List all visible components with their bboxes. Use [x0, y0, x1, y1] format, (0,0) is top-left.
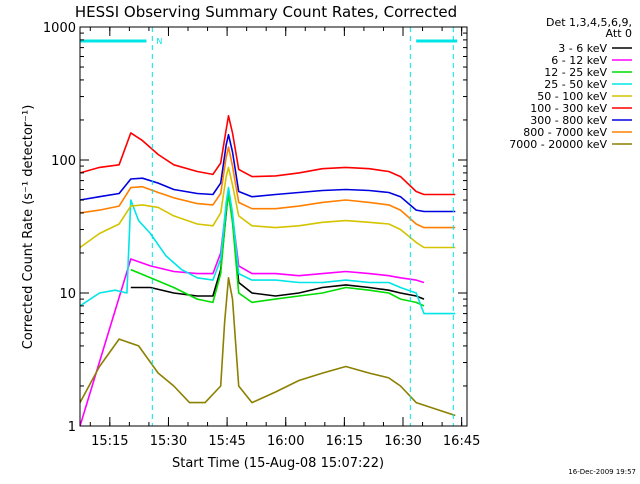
marker-label: N — [156, 37, 162, 46]
x-tick-label: 15:30 — [150, 434, 187, 449]
plot-frame — [79, 26, 468, 427]
y-axis: 1 10 100 1000 — [43, 21, 467, 435]
series-line-1 — [80, 190, 425, 426]
x-tick-label: 15:45 — [208, 434, 245, 449]
legend-header: Det 1,3,4,5,6,9, — [546, 16, 632, 29]
series-line-2 — [130, 193, 425, 307]
y-axis-label: Corrected Count Rate (s⁻¹ detector⁻¹) — [21, 105, 36, 350]
x-tick-label: 16:45 — [443, 434, 480, 449]
x-tick-label: 16:00 — [267, 434, 304, 449]
footer-date: 16-Dec-2009 19:57 — [568, 468, 636, 476]
series-line-6 — [80, 133, 456, 213]
annotation-layer: N — [80, 27, 458, 426]
legend-label: 300 - 800 keV — [530, 114, 607, 127]
x-axis-label: Start Time (15-Aug-08 15:07:22) — [172, 456, 384, 471]
x-tick-label: 15:15 — [91, 434, 128, 449]
x-tick-label: 16:15 — [326, 434, 363, 449]
x-axis: 15:15 15:30 15:45 16:00 16:15 16:30 16:45 — [89, 27, 480, 449]
series-line-8 — [80, 276, 456, 417]
legend-label: 3 - 6 keV — [558, 42, 607, 55]
legend-label: 12 - 25 keV — [544, 66, 607, 79]
series-line-4 — [80, 166, 456, 249]
series-line-7 — [80, 146, 456, 229]
legend-label: 25 - 50 keV — [544, 78, 607, 91]
chart-title: HESSI Observing Summary Count Rates, Cor… — [75, 3, 457, 21]
series-layer — [80, 115, 456, 426]
y-tick-label: 1 — [68, 420, 76, 435]
y-tick-label: 100 — [51, 154, 76, 169]
series-line-0 — [130, 188, 425, 300]
legend-label: 7000 - 20000 keV — [509, 138, 607, 151]
legend-label: 6 - 12 keV — [551, 54, 607, 67]
legend-label: 50 - 100 keV — [537, 90, 607, 103]
y-tick-label: 10 — [59, 287, 76, 302]
x-tick-label: 16:30 — [384, 434, 421, 449]
legend-header: Att 0 — [606, 27, 632, 40]
legend-label: 800 - 7000 keV — [523, 126, 607, 139]
series-line-3 — [80, 186, 456, 315]
series-line-5 — [80, 115, 456, 196]
legend-label: 100 - 300 keV — [530, 102, 607, 115]
y-tick-label: 1000 — [43, 21, 76, 36]
